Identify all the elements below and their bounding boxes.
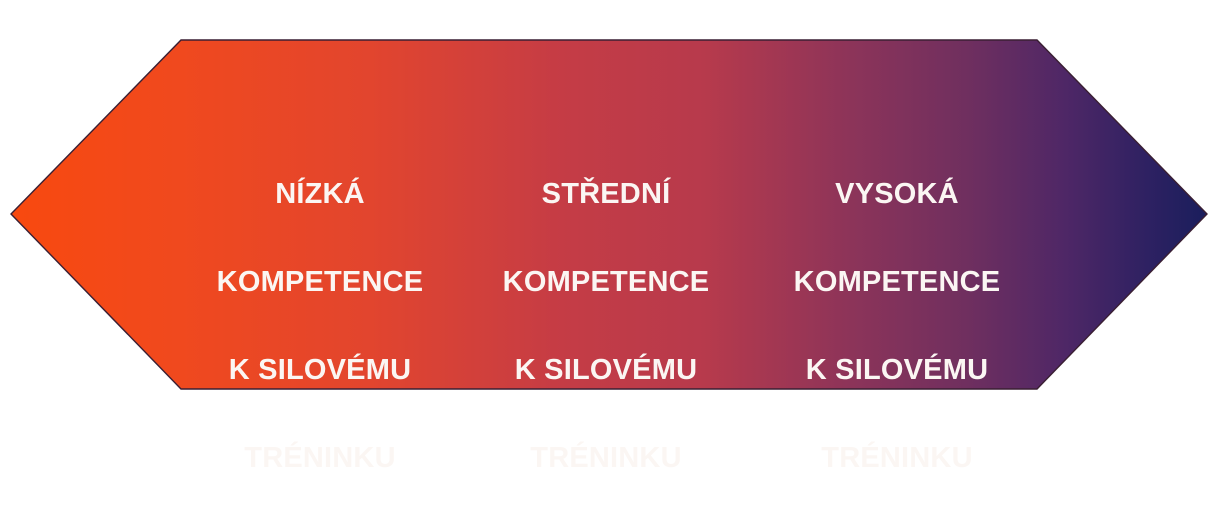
diagram-canvas: NÍZKÁ KOMPETENCE K SILOVÉMU TRÉNINKU STŘ… [10,39,1208,474]
stage-label-line: K SILOVÉMU [514,354,698,386]
stage-label-line: KOMPETENCE [216,266,424,298]
stage-label-line: KOMPETENCE [502,266,710,298]
stage-label-line: K SILOVÉMU [805,354,989,386]
stage-label-line: TRÉNINKU [244,442,396,474]
stage-label-line: TRÉNINKU [821,442,973,474]
chevron-band-svg [10,39,1208,390]
stage-label-line: STŘEDNÍ [541,178,671,210]
chevron-shape [10,39,1208,390]
stage-label-stredni-kompetence[interactable]: STŘEDNÍ KOMPETENCE K SILOVÉMU TRÉNINKU [466,128,746,524]
stage-label-line: TRÉNINKU [530,442,682,474]
stage-label-line: VYSOKÁ [835,178,959,210]
chevron-band [10,39,1208,390]
stage-label-line: KOMPETENCE [793,266,1001,298]
stage-label-line: NÍZKÁ [275,178,365,210]
stage-label-vysoka-kompetence[interactable]: VYSOKÁ KOMPETENCE K SILOVÉMU TRÉNINKU [757,128,1037,524]
stage-label-line: K SILOVÉMU [228,354,412,386]
stage-label-nizka-kompetence[interactable]: NÍZKÁ KOMPETENCE K SILOVÉMU TRÉNINKU [180,128,460,524]
